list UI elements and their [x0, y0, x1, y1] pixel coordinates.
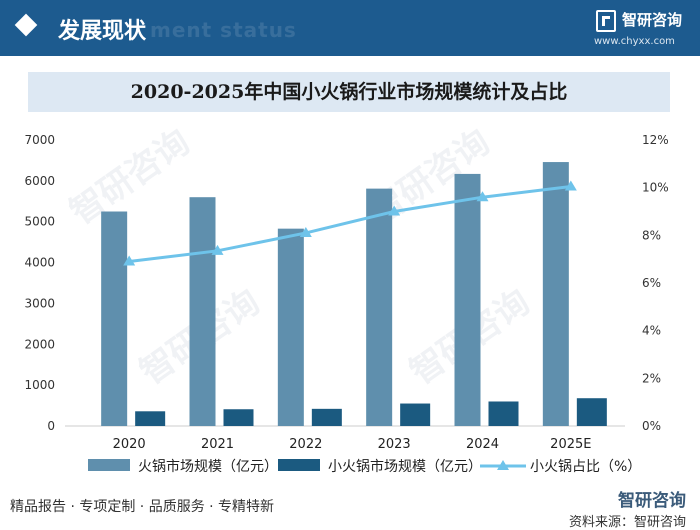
- bar-small-2025E: [576, 398, 607, 426]
- bar-total-2020: [101, 211, 128, 426]
- y-right-tick-label: 8%: [642, 228, 661, 242]
- y-left-tick-label: 1000: [24, 378, 55, 392]
- bar-small-2021: [223, 409, 254, 426]
- chart-title: 2020-2025年中国小火锅行业市场规模统计及占比: [130, 81, 568, 103]
- y-left-tick-label: 0: [47, 419, 55, 433]
- y-right-tick-label: 0%: [642, 419, 661, 433]
- x-tick-label: 2023: [378, 437, 411, 452]
- legend-swatch-total: [88, 459, 130, 471]
- x-tick-label: 2024: [466, 437, 499, 452]
- header-bar: 发展现状 ment status 智研咨询 www.chyxx.com: [0, 0, 700, 56]
- footer-tagline: 精品报告 · 专项定制 · 品质服务 · 专精特新: [10, 499, 275, 515]
- y-left-tick-label: 3000: [24, 296, 55, 310]
- bar-total-2021: [189, 197, 216, 426]
- bar-small-2022: [311, 408, 342, 426]
- bar-total-2023: [366, 188, 393, 426]
- x-tick-label: 2025E: [550, 437, 591, 452]
- section-title: 发展现状: [58, 18, 147, 44]
- y-right-tick-label: 10%: [642, 181, 669, 195]
- section-subtitle: ment status: [150, 18, 297, 42]
- y-left-tick-label: 5000: [24, 215, 55, 229]
- x-tick-label: 2021: [201, 437, 234, 452]
- share-point-2022: [299, 226, 312, 237]
- legend-swatch-small: [278, 459, 320, 471]
- legend-label-total: 火锅市场规模（亿元）: [138, 459, 278, 475]
- brand-logo-icon: [596, 10, 616, 32]
- legend-label-share: 小火锅占比（%）: [530, 459, 642, 475]
- bar-total-2024: [454, 173, 481, 426]
- x-tick-label: 2022: [289, 437, 322, 452]
- bar-total-2022: [277, 228, 304, 426]
- share-line: [128, 184, 572, 264]
- legend-swatch-share: [480, 460, 526, 470]
- footer-brand-mark: 智研咨询: [618, 491, 686, 511]
- y-right-tick-label: 4%: [642, 324, 661, 338]
- share-point-2023: [388, 205, 401, 216]
- brand-url: www.chyxx.com: [594, 36, 675, 47]
- y-left-tick-label: 2000: [24, 337, 55, 351]
- share-point-2025E: [564, 180, 577, 191]
- footer-source: 智研咨询 资料来源：智研咨询: [569, 486, 686, 530]
- source-label: 资料来源：智研咨询: [568, 515, 686, 530]
- legend: 火锅市场规模（亿元） 小火锅市场规模（亿元） 小火锅占比（%）: [88, 456, 688, 476]
- title-band: [28, 72, 670, 112]
- share-point-2020: [123, 255, 136, 266]
- legend-label-small: 小火锅市场规模（亿元）: [328, 459, 482, 475]
- y-left-tick-label: 4000: [24, 256, 55, 270]
- share-point-2024: [476, 191, 489, 202]
- x-tick-label: 2020: [113, 437, 146, 452]
- y-right-tick-label: 2%: [642, 371, 661, 385]
- y-right-tick-label: 6%: [642, 276, 661, 290]
- bar-total-2025E: [542, 162, 569, 426]
- share-point-2021: [211, 244, 224, 255]
- bar-small-2024: [488, 401, 519, 426]
- brand-name: 智研咨询: [622, 11, 683, 29]
- y-left-tick-label: 7000: [24, 133, 55, 147]
- y-right-tick-label: 12%: [642, 133, 669, 147]
- bar-small-2023: [400, 403, 431, 426]
- y-left-tick-label: 6000: [24, 174, 55, 188]
- footer: 精品报告 · 专项定制 · 品质服务 · 专精特新 智研咨询 资料来源：智研咨询: [0, 486, 700, 530]
- bar-small-2020: [135, 411, 166, 426]
